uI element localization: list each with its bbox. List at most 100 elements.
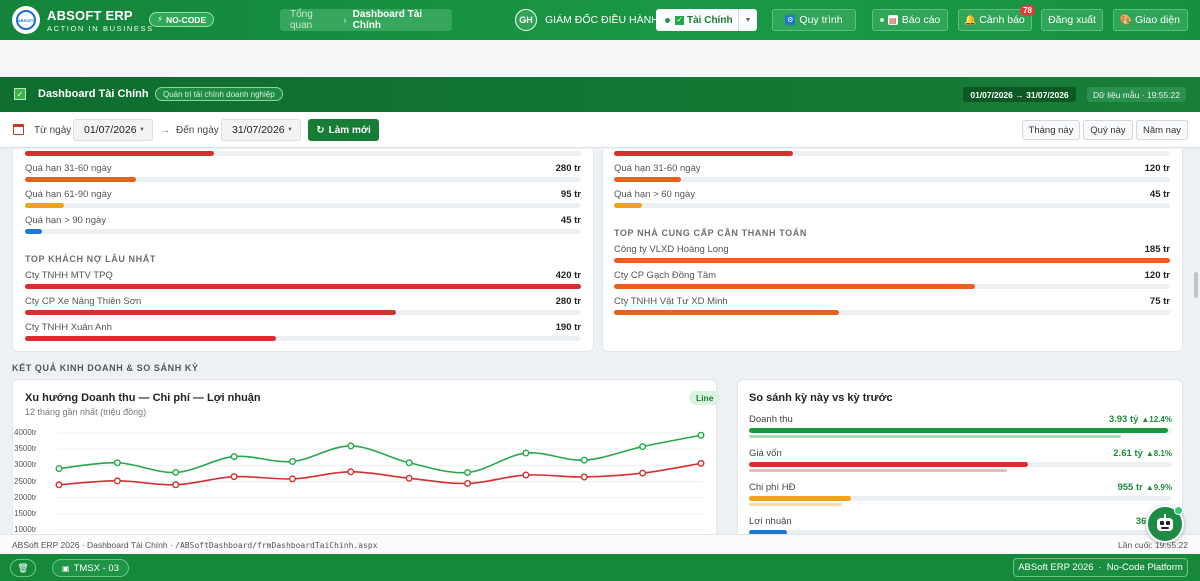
series-point-0[interactable] — [288, 457, 296, 465]
payable-aging-row-track — [614, 177, 1170, 182]
chart-check-icon: ✓ — [14, 88, 26, 100]
trend-chart-subtitle: 12 tháng gần nhất (triệu đồng) — [25, 407, 147, 417]
from-date-select[interactable]: 01/07/2026 ▼ — [73, 119, 153, 141]
series-point-0[interactable] — [464, 468, 472, 476]
module-select[interactable]: ✓ Tài Chính ▼ — [656, 9, 757, 31]
chart-check-icon: ✓ — [675, 15, 684, 25]
alerts-button[interactable]: 🔔 Cảnh báo 78 — [958, 5, 1035, 31]
scrollbar-thumb[interactable] — [1194, 272, 1198, 298]
series-point-0[interactable] — [522, 449, 530, 457]
series-point-0[interactable] — [172, 468, 180, 476]
from-date-label: Từ ngày — [34, 125, 72, 136]
compare-row-label: Lợi nhuận — [749, 516, 792, 527]
receivable-aging-row-label: Quá hạn 61-90 ngày — [25, 189, 112, 200]
theme-button[interactable]: 🎨 Giao diện — [1113, 9, 1188, 31]
series-point-1[interactable] — [55, 481, 63, 489]
app-name: ABSOFT ERP — [47, 8, 133, 23]
app-logo[interactable]: ABSOFT — [12, 6, 40, 34]
compare-current-fill — [749, 428, 1168, 433]
chevron-down-icon: ▼ — [139, 127, 145, 133]
refresh-icon: ↻ — [316, 124, 325, 136]
breadcrumb-current: Dashboard Tài Chính — [352, 9, 423, 31]
series-point-1[interactable] — [113, 477, 121, 485]
compare-previous-bar — [749, 469, 1008, 472]
this-year-button[interactable]: Năm nay — [1136, 120, 1188, 140]
aging-bar-fill — [614, 151, 793, 156]
logout-button[interactable]: Đăng xuất — [1041, 9, 1103, 31]
top-suppliers-title: TOP NHÀ CUNG CẤP CẦN THANH TOÁN — [614, 228, 807, 238]
receivable-aging-row-value: 95 tr — [560, 189, 581, 200]
footer-left-text: ABSoft ERP 2026 · Dashboard Tài Chính · … — [12, 540, 378, 550]
report-icon: ▤ — [887, 15, 898, 25]
payable-aging-row-label: Quá hạn 31-60 ngày — [614, 163, 701, 174]
series-point-1[interactable] — [288, 475, 296, 483]
top-debtors-title: TOP KHÁCH NỢ LÂU NHẤT — [25, 254, 156, 264]
series-point-0[interactable] — [405, 459, 413, 467]
series-point-1[interactable] — [464, 479, 472, 487]
calendar-icon — [13, 124, 24, 135]
series-point-1[interactable] — [230, 473, 238, 481]
footer-last-updated: Lần cuối: 19:55:22 — [1118, 540, 1188, 550]
series-point-0[interactable] — [347, 442, 355, 450]
to-date-select[interactable]: 31/07/2026 ▼ — [221, 119, 301, 141]
this-month-button[interactable]: Tháng này — [1022, 120, 1080, 140]
breadcrumb-separator: › — [343, 14, 347, 26]
compare-current-bar — [749, 530, 1172, 534]
this-quarter-button[interactable]: Quý này — [1083, 120, 1133, 140]
series-point-0[interactable] — [113, 459, 121, 467]
refresh-button[interactable]: ↻ Làm mới — [308, 119, 379, 141]
series-line-1 — [58, 462, 702, 486]
series-point-0[interactable] — [580, 456, 588, 464]
receivable-aging-row-track — [25, 203, 581, 208]
top-supplier-row-fill — [614, 310, 840, 315]
series-point-1[interactable] — [522, 471, 530, 479]
aging-bar-track — [614, 151, 1170, 156]
breadcrumb-root[interactable]: Tổng quan — [290, 9, 313, 31]
range-arrow: → — [160, 125, 170, 136]
series-line-0 — [58, 434, 702, 474]
user-avatar[interactable]: GH — [515, 9, 537, 31]
payable-aging-row-track — [614, 203, 1170, 208]
series-point-0[interactable] — [230, 453, 238, 461]
series-point-1[interactable] — [697, 459, 705, 467]
top-debtor-row-fill — [25, 310, 396, 315]
report-button[interactable]: ▤ Báo cáo — [872, 9, 948, 31]
compare-row-value: 2.61 tỷ ▲8.1% — [1113, 448, 1172, 459]
trend-chart-card — [12, 379, 717, 534]
dashboard-title: Dashboard Tài Chính — [38, 88, 149, 100]
platform-badge: ABSoft ERP 2026 · No-Code Platform — [1013, 558, 1188, 577]
chevron-down-icon[interactable]: ▼ — [738, 9, 757, 31]
bottom-tab[interactable]: ▣ TMSX - 03 — [52, 559, 129, 577]
series-point-0[interactable] — [639, 443, 647, 451]
alerts-count-badge: 78 — [1020, 5, 1035, 16]
top-supplier-row-label: Cty CP Gạch Đồng Tâm — [614, 270, 717, 281]
top-debtor-row-value: 190 tr — [555, 322, 581, 333]
trash-icon[interactable]: 🗑 — [10, 559, 36, 577]
assistant-bot-icon[interactable] — [1146, 505, 1184, 543]
receivable-aging-row-label: Quá hạn > 90 ngày — [25, 215, 107, 226]
series-point-1[interactable] — [347, 468, 355, 476]
receivables-card — [12, 149, 594, 352]
series-point-0[interactable] — [697, 431, 705, 439]
monitor-icon: ▣ — [62, 563, 70, 573]
series-point-1[interactable] — [580, 473, 588, 481]
series-point-1[interactable] — [405, 474, 413, 482]
compare-row-value: 955 tr ▲9.9% — [1117, 482, 1172, 493]
aging-bar-fill — [25, 151, 214, 156]
date-range-badge: 01/07/2026 → 31/07/2026 — [963, 87, 1076, 102]
blank-strip — [0, 40, 1200, 77]
y-tick-label: 3000tr — [14, 460, 37, 470]
top-supplier-row-track — [614, 284, 1170, 289]
top-debtor-row-fill — [25, 336, 277, 341]
payable-aging-row-fill — [614, 203, 642, 208]
top-debtor-row-fill — [25, 284, 581, 289]
y-tick-label: 1000tr — [14, 525, 37, 534]
workflow-button[interactable]: ⚙ Quy trình — [772, 9, 856, 31]
series-point-1[interactable] — [639, 469, 647, 477]
top-debtor-row-label: Cty TNHH Xuân Anh — [25, 322, 112, 333]
compare-current-fill — [749, 530, 788, 534]
workflow-icon: ⚙ — [785, 15, 796, 25]
series-point-1[interactable] — [172, 481, 180, 489]
series-point-0[interactable] — [55, 465, 63, 473]
top-supplier-row-track — [614, 310, 1170, 315]
